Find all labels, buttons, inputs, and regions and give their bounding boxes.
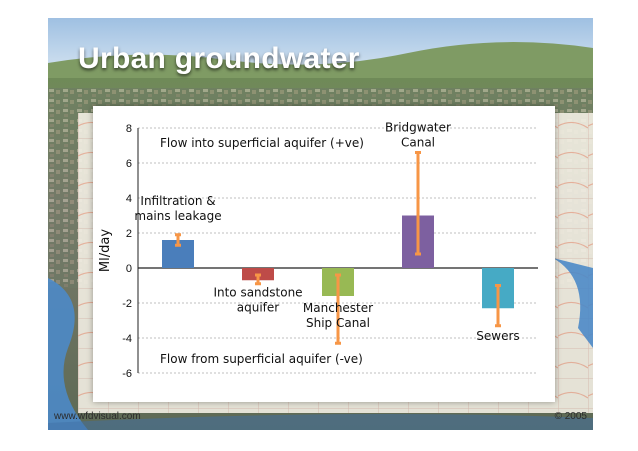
bar-label: Infiltration & [140,194,215,208]
chart-panel: -6 -4 -2 0 2 4 6 8 Ml/day Flow into superficial a… [93,106,555,402]
slide: Urban groundwater -6 -4 -2 0 2 4 6 8 Ml/day Flow … [48,18,593,430]
y-tick-label: 4 [126,193,132,205]
bar-label: Into sandstone [213,285,302,299]
y-tick-label: -6 [122,368,132,380]
y-tick-label: 6 [126,158,132,170]
y-tick-label: -4 [122,333,132,345]
y-tick-label: 2 [126,228,132,240]
bar-label: mains leakage [134,209,221,223]
y-tick-label: 0 [126,263,132,275]
footer-copyright: © 2005 [554,411,587,422]
bar-label: Manchester [303,301,373,315]
annotation-bottom: Flow from superficial aquifer (-ve) [160,352,363,366]
bar-label: aquifer [237,300,280,314]
bar-label: Ship Canal [306,316,370,330]
chart-svg: -6 -4 -2 0 2 4 6 8 Ml/day Flow into superficial a… [98,121,538,380]
slide-title: Urban groundwater [78,42,360,75]
bar-label: Sewers [476,329,519,343]
bar-label: Bridgwater [385,121,451,135]
y-axis-label: Ml/day [98,229,113,272]
footer-website: www.wfdvisual.com [54,411,141,422]
y-tick-label: -2 [122,298,132,310]
annotation-top: Flow into superficial aquifer (+ve) [160,136,364,150]
bar-label: Canal [401,136,435,150]
y-tick-label: 8 [126,123,132,135]
